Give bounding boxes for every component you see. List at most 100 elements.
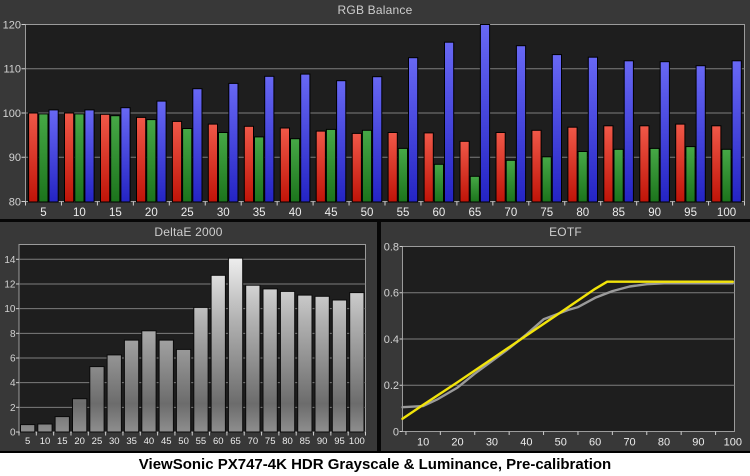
bar-de-45 (158, 339, 174, 433)
svg-text:55: 55 (397, 207, 410, 219)
bar-red-10 (64, 112, 75, 203)
bar-blue-90 (659, 61, 670, 203)
bar-green-20 (146, 119, 157, 203)
svg-text:40: 40 (289, 207, 302, 219)
svg-text:25: 25 (92, 436, 103, 447)
svg-text:0.2: 0.2 (384, 380, 399, 392)
bar-de-75 (262, 288, 278, 433)
eotf-panel: EOTF 0 0.2 0.4 0.6 0.8 10 20 30 40 50 60 70 80 90 100 (381, 222, 750, 452)
bar-red-85 (603, 125, 614, 203)
svg-text:85: 85 (612, 207, 625, 219)
bar-blue-10 (84, 109, 95, 203)
svg-text:10: 10 (417, 437, 429, 449)
bar-green-15 (110, 115, 121, 203)
bar-green-30 (218, 132, 229, 203)
bar-de-95 (331, 299, 348, 433)
rgb-axes-labels: 80 90 100 110 120 5 10 15 20 25 30 35 40 45 50 55 60 65 70… (3, 19, 745, 219)
bar-blue-60 (444, 41, 455, 203)
bar-green-25 (182, 128, 193, 203)
svg-text:6: 6 (10, 353, 16, 364)
bar-blue-50 (372, 76, 383, 203)
svg-text:0.6: 0.6 (384, 288, 399, 300)
bar-red-35 (243, 125, 255, 203)
bar-blue-65 (479, 24, 491, 203)
bar-green-90 (649, 147, 660, 203)
bar-green-60 (433, 163, 444, 203)
svg-text:70: 70 (623, 437, 635, 449)
svg-text:80: 80 (658, 437, 670, 449)
bar-blue-80 (587, 56, 598, 203)
svg-text:35: 35 (253, 207, 266, 219)
svg-text:15: 15 (109, 207, 122, 219)
eotf-chart: 0 0.2 0.4 0.6 0.8 10 20 30 40 50 60 70 80 90 100 (384, 241, 742, 449)
bar-green-45 (325, 128, 337, 203)
bar-blue-45 (336, 80, 347, 203)
delta-e-title: DeltaE 2000 (154, 225, 223, 239)
bar-green-95 (685, 146, 696, 203)
svg-text:10: 10 (4, 304, 16, 315)
svg-text:90: 90 (9, 152, 21, 164)
svg-text:40: 40 (144, 436, 155, 447)
bar-blue-85 (623, 60, 634, 203)
bar-de-5 (20, 424, 36, 433)
bar-green-50 (361, 129, 373, 203)
bar-red-65 (459, 140, 470, 203)
eotf-line-measured (401, 282, 734, 409)
bar-green-35 (254, 136, 265, 203)
bar-blue-70 (515, 45, 527, 203)
bar-green-75 (541, 156, 552, 203)
bar-red-50 (351, 132, 362, 203)
svg-text:95: 95 (684, 207, 697, 219)
bar-blue-5 (48, 109, 59, 203)
bar-red-45 (315, 130, 326, 203)
eotf-line-target (401, 280, 734, 421)
bar-de-70 (245, 284, 261, 433)
svg-text:60: 60 (213, 436, 224, 447)
bar-blue-40 (300, 73, 311, 203)
delta-e-panel: DeltaE 2000 0 2 4 6 8 10 12 14 5 10 15 20 25 30 35 40 45… (0, 222, 377, 452)
svg-text:30: 30 (486, 437, 498, 449)
bar-blue-35 (264, 75, 275, 203)
svg-text:0.4: 0.4 (384, 334, 399, 346)
svg-text:85: 85 (300, 436, 311, 447)
svg-text:50: 50 (361, 207, 374, 219)
svg-text:45: 45 (161, 436, 172, 447)
svg-text:12: 12 (4, 279, 16, 290)
eotf-title: EOTF (549, 225, 582, 239)
bar-de-15 (54, 416, 70, 433)
bar-red-30 (207, 123, 219, 203)
bar-blue-75 (551, 54, 562, 203)
bar-red-5 (28, 112, 39, 203)
bar-blue-25 (192, 88, 203, 203)
bar-red-60 (423, 132, 434, 203)
bar-blue-100 (731, 60, 742, 203)
svg-text:14: 14 (4, 255, 16, 266)
svg-text:2: 2 (10, 403, 16, 414)
rgb-balance-panel: RGB Balance 80 90 100 110 120 5 10 15 20 25 30 35 40… (0, 0, 750, 219)
svg-text:45: 45 (325, 207, 338, 219)
svg-text:10: 10 (73, 207, 86, 219)
svg-text:100: 100 (717, 207, 736, 219)
svg-text:5: 5 (40, 207, 46, 219)
bar-green-85 (613, 148, 624, 203)
svg-text:20: 20 (145, 207, 158, 219)
bar-green-65 (469, 175, 480, 203)
svg-text:120: 120 (3, 19, 21, 31)
svg-text:110: 110 (3, 64, 21, 76)
de-bars (20, 257, 365, 433)
svg-text:75: 75 (265, 436, 276, 447)
bar-de-40 (141, 330, 157, 433)
bar-de-90 (314, 295, 330, 433)
bar-blue-55 (408, 57, 419, 203)
svg-text:20: 20 (451, 437, 463, 449)
svg-text:25: 25 (181, 207, 194, 219)
bar-red-25 (171, 120, 183, 203)
svg-text:40: 40 (520, 437, 532, 449)
bar-de-80 (279, 290, 296, 433)
bar-de-50 (175, 348, 192, 433)
de-axes-labels: 0 2 4 6 8 10 12 14 5 10 15 20 25 30 35 40 45 50 55 60 65 70 75… (4, 255, 366, 447)
svg-text:15: 15 (57, 436, 68, 447)
eotf-gridlines (402, 292, 735, 386)
bar-red-15 (100, 113, 111, 203)
